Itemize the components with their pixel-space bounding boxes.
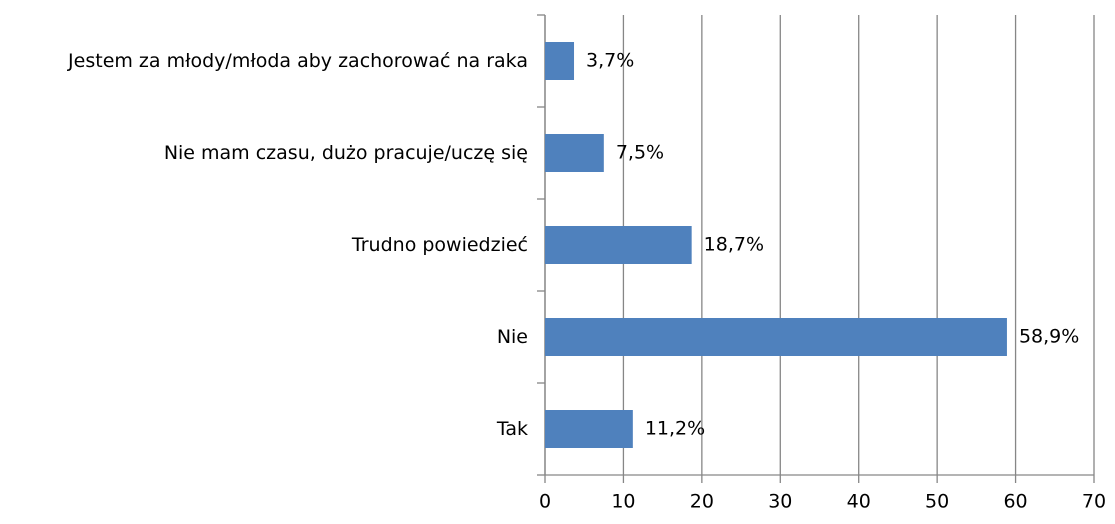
x-tick-label: 30 — [768, 491, 792, 513]
x-tick-label: 60 — [1003, 491, 1027, 513]
x-tick-label: 50 — [925, 491, 949, 513]
y-tick-label: Trudno powiedzieć — [351, 234, 528, 256]
y-tick-label-box: Nie — [0, 322, 528, 352]
value-label: 3,7% — [586, 50, 634, 72]
y-tick-label: Nie — [496, 326, 528, 348]
x-tick-label: 10 — [611, 491, 635, 513]
y-tick-label-box: Nie mam czasu, dużo pracuje/uczę się — [0, 138, 528, 168]
bar — [545, 318, 1007, 356]
y-tick-label: Jestem za młody/młoda aby zachorować na … — [68, 50, 528, 72]
y-tick-label: Tak — [496, 418, 528, 440]
bar — [545, 42, 575, 80]
value-label: 18,7% — [704, 234, 764, 256]
x-tick-label: 20 — [690, 491, 714, 513]
value-label: 11,2% — [645, 418, 705, 440]
value-label: 7,5% — [616, 142, 664, 164]
x-tick-label: 0 — [539, 491, 551, 513]
y-tick-label-box: Tak — [0, 414, 528, 444]
bar — [545, 134, 604, 172]
bar — [545, 226, 692, 264]
value-label: 58,9% — [1019, 326, 1079, 348]
y-tick-label-box: Jestem za młody/młoda aby zachorować na … — [0, 46, 528, 76]
y-tick-label: Nie mam czasu, dużo pracuje/uczę się — [163, 142, 528, 164]
y-tick-label-box: Trudno powiedzieć — [0, 230, 528, 260]
x-tick-label: 70 — [1082, 491, 1106, 513]
bar — [545, 410, 633, 448]
x-tick-label: 40 — [847, 491, 871, 513]
